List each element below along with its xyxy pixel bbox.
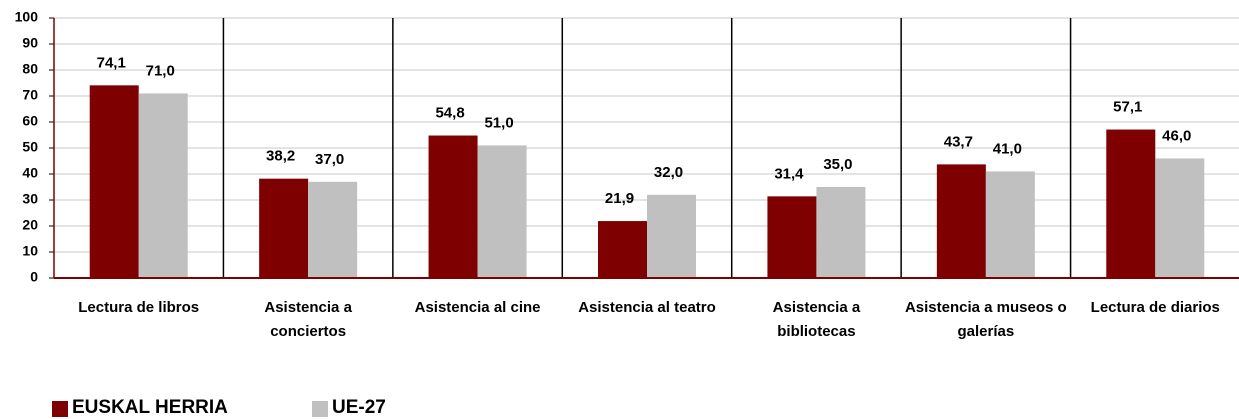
legend-swatch: [52, 401, 68, 417]
x-tick-label: Lectura de diarios: [1090, 299, 1220, 316]
bar: [477, 145, 527, 278]
bar: [767, 196, 817, 278]
value-label: 32,0: [654, 164, 683, 181]
bar: [985, 171, 1035, 278]
legend-label: EUSKAL HERRIA: [72, 397, 228, 418]
y-tick-label: 0: [30, 269, 38, 285]
y-tick-label: 30: [22, 191, 38, 207]
value-label: 51,0: [484, 114, 513, 131]
x-tick-label: Asistencia a bibliotecas: [772, 299, 861, 340]
y-tick-label: 60: [22, 113, 38, 129]
value-label: 54,8: [435, 104, 464, 121]
y-tick-label: 10: [22, 243, 38, 259]
bar: [1106, 129, 1156, 278]
value-label: 71,0: [146, 62, 175, 79]
bar: [138, 93, 188, 279]
value-label: 38,2: [266, 148, 295, 165]
value-label: 74,1: [97, 54, 126, 71]
value-label: 46,0: [1162, 127, 1191, 144]
bar: [89, 85, 139, 278]
legend-swatch: [312, 401, 328, 417]
y-tick-label: 40: [22, 165, 38, 181]
bar: [259, 178, 309, 278]
bar: [598, 221, 647, 278]
x-tick-label: Asistencia a conciertos: [264, 299, 352, 340]
x-tick-label: Asistencia al cine: [414, 299, 541, 316]
x-tick-label: Asistencia al teatro: [578, 299, 716, 316]
x-tick-label: Lectura de libros: [78, 299, 200, 316]
value-label: 43,7: [944, 133, 973, 150]
bar: [428, 135, 478, 278]
y-tick-label: 100: [15, 9, 39, 25]
value-label: 31,4: [774, 165, 804, 182]
x-tick-label: Asistencia a museos o galerías: [904, 299, 1067, 340]
bar: [816, 187, 866, 278]
bar: [936, 164, 986, 278]
y-tick-label: 70: [22, 87, 38, 103]
value-label: 57,1: [1113, 99, 1142, 116]
bar: [647, 194, 696, 278]
value-label: 41,0: [993, 140, 1022, 157]
value-label: 21,9: [605, 190, 634, 207]
y-tick-label: 20: [22, 217, 38, 233]
bar: [1155, 158, 1205, 278]
bar: [308, 181, 358, 278]
value-label: 35,0: [823, 156, 852, 173]
legend-label: UE-27: [332, 397, 386, 418]
y-tick-label: 80: [22, 61, 38, 77]
y-tick-label: 50: [22, 139, 38, 155]
y-tick-label: 90: [22, 35, 38, 51]
value-label: 37,0: [315, 151, 344, 168]
